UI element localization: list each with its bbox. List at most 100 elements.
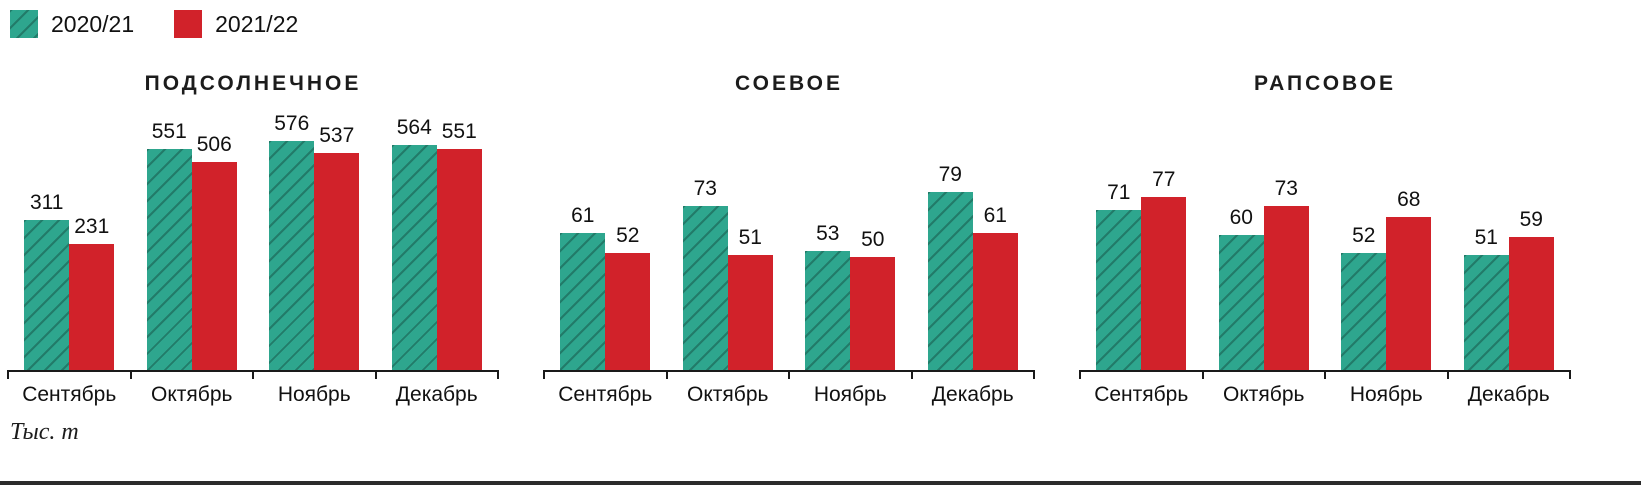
bar-value-label: 231	[74, 215, 110, 238]
bar-groups: 71 77 60 73 52 68 51 59	[1080, 98, 1570, 370]
bar	[805, 251, 851, 370]
chart-title: РАПСОВОЕ	[1253, 72, 1397, 95]
bar-series-2021-22: 68	[1386, 188, 1432, 370]
month-label: Сентябрь	[558, 383, 653, 406]
axis-tick	[910, 370, 913, 379]
bar-value-label: 52	[616, 224, 640, 247]
bar	[727, 255, 773, 370]
legend-label-2021-22: 2021/22	[215, 11, 299, 37]
month-label: Октябрь	[151, 383, 233, 406]
bar-series-2020-21: 71	[1096, 181, 1142, 370]
bar	[1341, 253, 1387, 370]
legend-item-2021-22: 2021/22	[174, 10, 298, 38]
month-label: Декабрь	[931, 383, 1014, 406]
bar-groups: 61 52 73 51 53 50 79 61	[544, 98, 1034, 370]
bar-value-label: 79	[938, 163, 962, 186]
chart-title: СОЕВОЕ	[735, 72, 843, 95]
bar-value-label: 71	[1107, 181, 1131, 204]
axis-tick	[665, 370, 668, 379]
month-label: Октябрь	[1223, 383, 1305, 406]
bar-series-2021-22: 52	[605, 224, 651, 370]
axis-tick	[497, 370, 499, 379]
bar-series-2021-22: 551	[436, 120, 482, 370]
bar-value-label: 52	[1352, 224, 1376, 247]
bar-value-label: 564	[396, 116, 432, 139]
bar-series-2021-22: 59	[1508, 208, 1554, 370]
bar-series-2020-21: 73	[682, 177, 728, 370]
bar	[391, 145, 437, 370]
bar	[436, 149, 482, 370]
month-labels: Сентябрь Октябрь Ноябрь Декабрь	[544, 383, 1034, 407]
bar-series-2021-22: 50	[850, 228, 896, 370]
bar-value-label: 68	[1397, 188, 1421, 211]
bar-value-label: 73	[693, 177, 717, 200]
bar	[850, 257, 896, 370]
bar	[1386, 217, 1432, 370]
bar-group: 51 59	[1448, 208, 1571, 370]
bar	[972, 233, 1018, 370]
bar-series-2021-22: 231	[69, 215, 115, 370]
unit-note: Тыс. т	[10, 419, 79, 445]
month-label: Октябрь	[687, 383, 769, 406]
legend-label-2020-21: 2020/21	[51, 11, 135, 37]
bar	[69, 244, 115, 370]
axis-tick	[1201, 370, 1204, 379]
bar-series-2021-22: 73	[1263, 177, 1309, 370]
bar-group: 61 52	[544, 204, 667, 370]
month-labels: Сентябрь Октябрь Ноябрь Декабрь	[1080, 383, 1570, 407]
bar-series-2020-21: 61	[560, 204, 606, 370]
month-label: Декабрь	[1467, 383, 1550, 406]
bar	[24, 220, 70, 370]
plot-area: 311 231 551 506 576 537 564 551	[7, 98, 499, 379]
bar-group: 79 61	[912, 163, 1035, 370]
bar-value-label: 50	[861, 228, 885, 251]
bar	[560, 233, 606, 370]
axis-tick	[1324, 370, 1326, 379]
bar-series-2020-21: 51	[1463, 226, 1509, 370]
bar-group: 311 231	[8, 191, 131, 370]
bar-series-2020-21: 551	[146, 120, 192, 370]
bar-group: 551 506	[131, 120, 254, 370]
axis-tick	[129, 370, 132, 379]
bar	[1263, 206, 1309, 370]
bar	[682, 206, 728, 370]
bar	[1218, 235, 1264, 370]
plot-area: 61 52 73 51 53 50 79 61	[543, 98, 1035, 379]
month-label: Сентябрь	[22, 383, 117, 406]
bar-value-label: 551	[151, 120, 187, 143]
axis-tick	[543, 370, 545, 379]
axis-tick	[788, 370, 790, 379]
bar-value-label: 73	[1274, 177, 1298, 200]
bar-series-2020-21: 576	[269, 112, 315, 370]
bar-value-label: 60	[1229, 206, 1253, 229]
bar	[927, 192, 973, 370]
bar	[314, 153, 360, 370]
bar-series-2021-22: 51	[727, 226, 773, 370]
month-labels: Сентябрь Октябрь Ноябрь Декабрь	[8, 383, 498, 407]
bar	[1508, 237, 1554, 370]
axis-tick	[1079, 370, 1081, 379]
bar	[605, 253, 651, 370]
axis-tick	[1033, 370, 1035, 379]
bar-group: 60 73	[1203, 177, 1326, 370]
bar-group: 53 50	[789, 222, 912, 370]
legend: 2020/21 2021/22	[0, 0, 1641, 38]
bar-value-label: 51	[738, 226, 762, 249]
bar-value-label: 51	[1474, 226, 1498, 249]
month-label: Сентябрь	[1094, 383, 1189, 406]
bar-group: 576 537	[253, 112, 376, 370]
chart-title: ПОДСОЛНЕЧНОЕ	[144, 72, 362, 95]
bar-value-label: 59	[1519, 208, 1543, 231]
chart-panel-2: СОЕВОЕ 61 52 73 51 53 50 79 61 Сентябрь Октябрь Ноя…	[543, 72, 1035, 407]
bar-series-2021-22: 506	[191, 133, 237, 370]
month-label: Ноябрь	[813, 383, 887, 406]
bar-group: 52 68	[1325, 188, 1448, 370]
chart-panel-3: РАПСОВОЕ 71 77 60 73 52 68 51 59 Сентябрь Октябрь Н…	[1079, 72, 1571, 407]
plot-area: 71 77 60 73 52 68 51 59	[1079, 98, 1571, 379]
bar-value-label: 551	[441, 120, 477, 143]
bar	[191, 162, 237, 370]
bar	[1096, 210, 1142, 370]
bar	[269, 141, 315, 370]
charts-row: ПОДСОЛНЕЧНОЕ 311 231 551 506 576 537 564 551 Сент…	[0, 72, 1641, 407]
